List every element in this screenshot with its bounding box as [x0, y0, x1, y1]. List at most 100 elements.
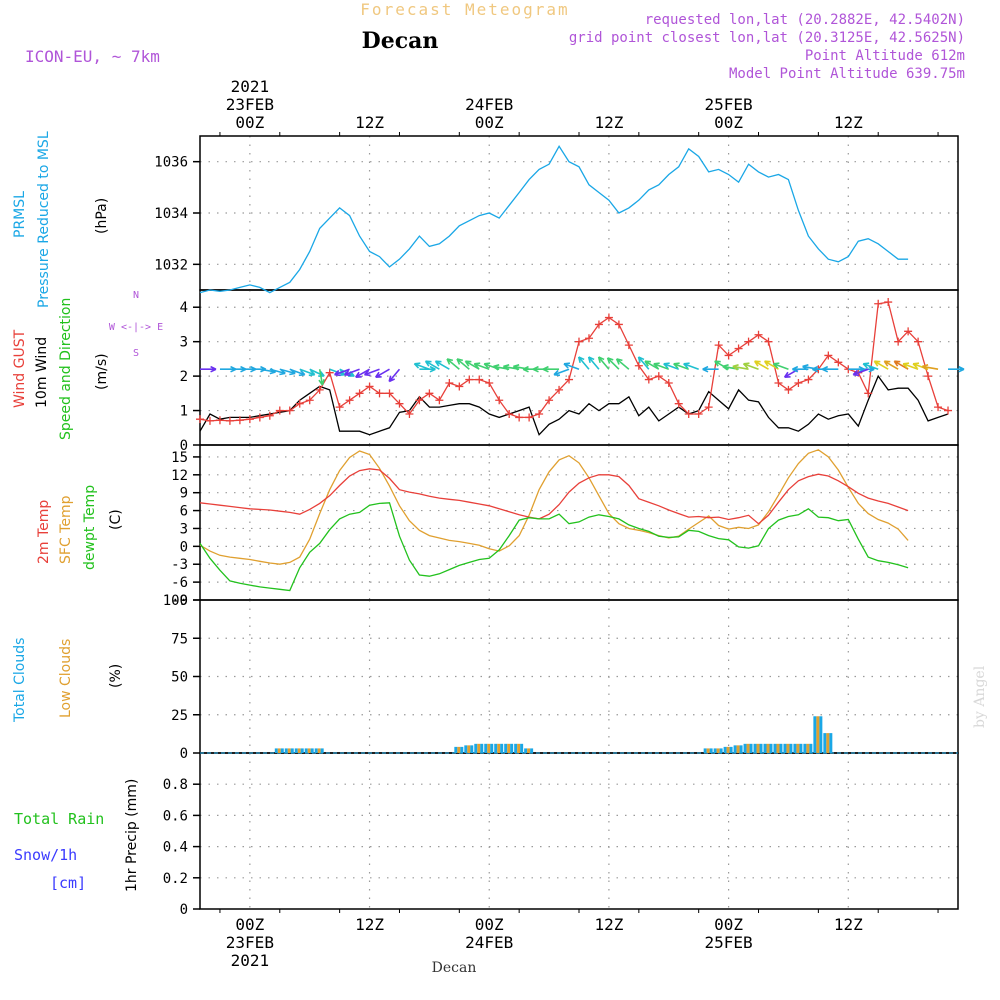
low-cloud-bar — [806, 743, 810, 753]
temp-panel-labels: 2m Temp SFC Temp dewpt Temp (C) — [36, 485, 124, 570]
bottom-date-label: 25FEB — [705, 933, 753, 952]
super-title: Forecast Meteogram — [360, 0, 569, 19]
low-cloud-bar — [766, 743, 770, 753]
gust-marker — [495, 396, 504, 405]
y-tick-label: 4 — [180, 300, 188, 316]
low-cloud-bar — [317, 748, 321, 753]
gust-marker — [694, 410, 703, 418]
gust-marker — [864, 389, 873, 398]
gust-marker — [944, 406, 953, 415]
total-cloud-bar — [504, 743, 508, 753]
2m-temp-line — [199, 468, 909, 525]
low-cloud-bar — [796, 743, 800, 753]
gust-marker — [395, 399, 404, 408]
gust-marker — [215, 416, 224, 425]
station-title: Decan — [362, 28, 439, 54]
gust-marker — [355, 389, 364, 398]
wind-direction-arrow — [577, 356, 590, 370]
y-tick-label: 0.6 — [163, 808, 188, 824]
gust-marker — [455, 382, 464, 391]
gust-marker — [425, 389, 434, 398]
top-date-label: 25FEB — [705, 95, 753, 114]
gust-marker — [664, 379, 673, 387]
total-cloud-bar — [530, 748, 534, 753]
low-cloud-bar — [287, 748, 291, 753]
total-cloud-bar — [284, 748, 288, 753]
low-cloud-bar — [297, 748, 301, 753]
wind-speed-dir-label: Speed and Direction — [58, 298, 74, 440]
gust-marker — [475, 375, 484, 384]
wind-direction-arrow — [597, 356, 610, 370]
y-tick-label: 75 — [171, 631, 188, 647]
compass-s: S — [133, 348, 139, 359]
total-cloud-bar — [520, 743, 524, 753]
wind-direction-arrow — [742, 362, 759, 370]
gust-marker — [225, 416, 234, 425]
y-tick-label: 0 — [180, 746, 188, 762]
gust-marker — [505, 410, 514, 418]
wind-direction-arrow — [714, 360, 730, 370]
total-cloud-bar — [783, 743, 787, 753]
snow-label: Snow/1h — [14, 846, 77, 864]
wind-direction-arrow — [673, 362, 689, 370]
precip-panel-labels: Total Rain Snow/1h [cm] 1hr Precip (mm) — [14, 779, 140, 892]
low-cloud-bar — [756, 743, 760, 753]
total-cloud-bar — [510, 743, 514, 753]
total-cloud-bar — [769, 743, 773, 753]
panel-frame — [199, 599, 959, 754]
wind-direction-arrow — [883, 360, 899, 370]
wind-direction-arrow — [763, 360, 779, 370]
wind-direction-arrow — [333, 368, 350, 377]
total-cloud-bar — [773, 743, 777, 753]
pressure-panel-labels: PRMSL Pressure Reduced to MSL (hPa) — [12, 131, 110, 308]
wind-direction-arrow — [446, 358, 460, 370]
wind-direction-arrow — [893, 360, 909, 370]
total-cloud-bar — [729, 746, 733, 753]
total-clouds-label: Total Clouds — [12, 638, 28, 723]
y-tick-label: -9 — [171, 593, 188, 609]
wind-direction-arrow — [732, 364, 749, 371]
low-cloud-bar — [307, 748, 311, 753]
y-tick-label: 50 — [171, 670, 188, 686]
gust-marker — [884, 298, 893, 307]
wind-direction-arrow — [637, 356, 650, 370]
low-clouds-label: Low Clouds — [58, 639, 74, 718]
gust-marker — [634, 361, 643, 370]
total-cloud-bar — [310, 748, 314, 753]
wind-10m-label: 10m Wind — [34, 337, 50, 408]
gust-marker — [734, 344, 743, 353]
gust-marker — [275, 406, 284, 415]
credit-watermark: by Angel — [972, 665, 988, 728]
gust-marker — [804, 375, 813, 384]
y-tick-label: -6 — [171, 575, 188, 591]
low-cloud-bar — [706, 748, 710, 753]
top-time-label: 00Z — [714, 113, 743, 132]
total-rain-label: Total Rain — [14, 810, 104, 828]
gust-marker — [594, 320, 603, 329]
total-cloud-bar — [524, 748, 528, 753]
low-cloud-bar — [487, 743, 491, 753]
y-tick-label: 1036 — [154, 155, 188, 171]
total-cloud-bar — [829, 733, 833, 753]
total-cloud-bar — [280, 748, 284, 753]
gust-marker — [754, 330, 763, 339]
wind-direction-arrow — [355, 368, 370, 379]
gust-marker — [724, 351, 733, 360]
top-date-label: 24FEB — [465, 95, 513, 114]
total-cloud-bar — [294, 748, 298, 753]
point-altitude: Point Altitude 612m — [805, 48, 965, 64]
gust-marker — [934, 403, 943, 412]
low-cloud-bar — [477, 743, 481, 753]
temp-2m-label: 2m Temp — [36, 500, 52, 564]
gust-marker — [305, 396, 314, 405]
wind-direction-arrow — [873, 360, 889, 370]
snow-unit-label: [cm] — [50, 874, 86, 892]
y-tick-label: 9 — [180, 486, 188, 502]
wind-direction-arrow — [615, 358, 630, 370]
total-cloud-bar — [719, 748, 723, 753]
gust-marker — [515, 413, 524, 422]
wind-direction-arrow — [606, 357, 620, 370]
model-label: ICON-EU, ~ 7km — [25, 47, 160, 66]
total-cloud-bar — [793, 743, 797, 753]
gust-marker — [205, 416, 214, 425]
